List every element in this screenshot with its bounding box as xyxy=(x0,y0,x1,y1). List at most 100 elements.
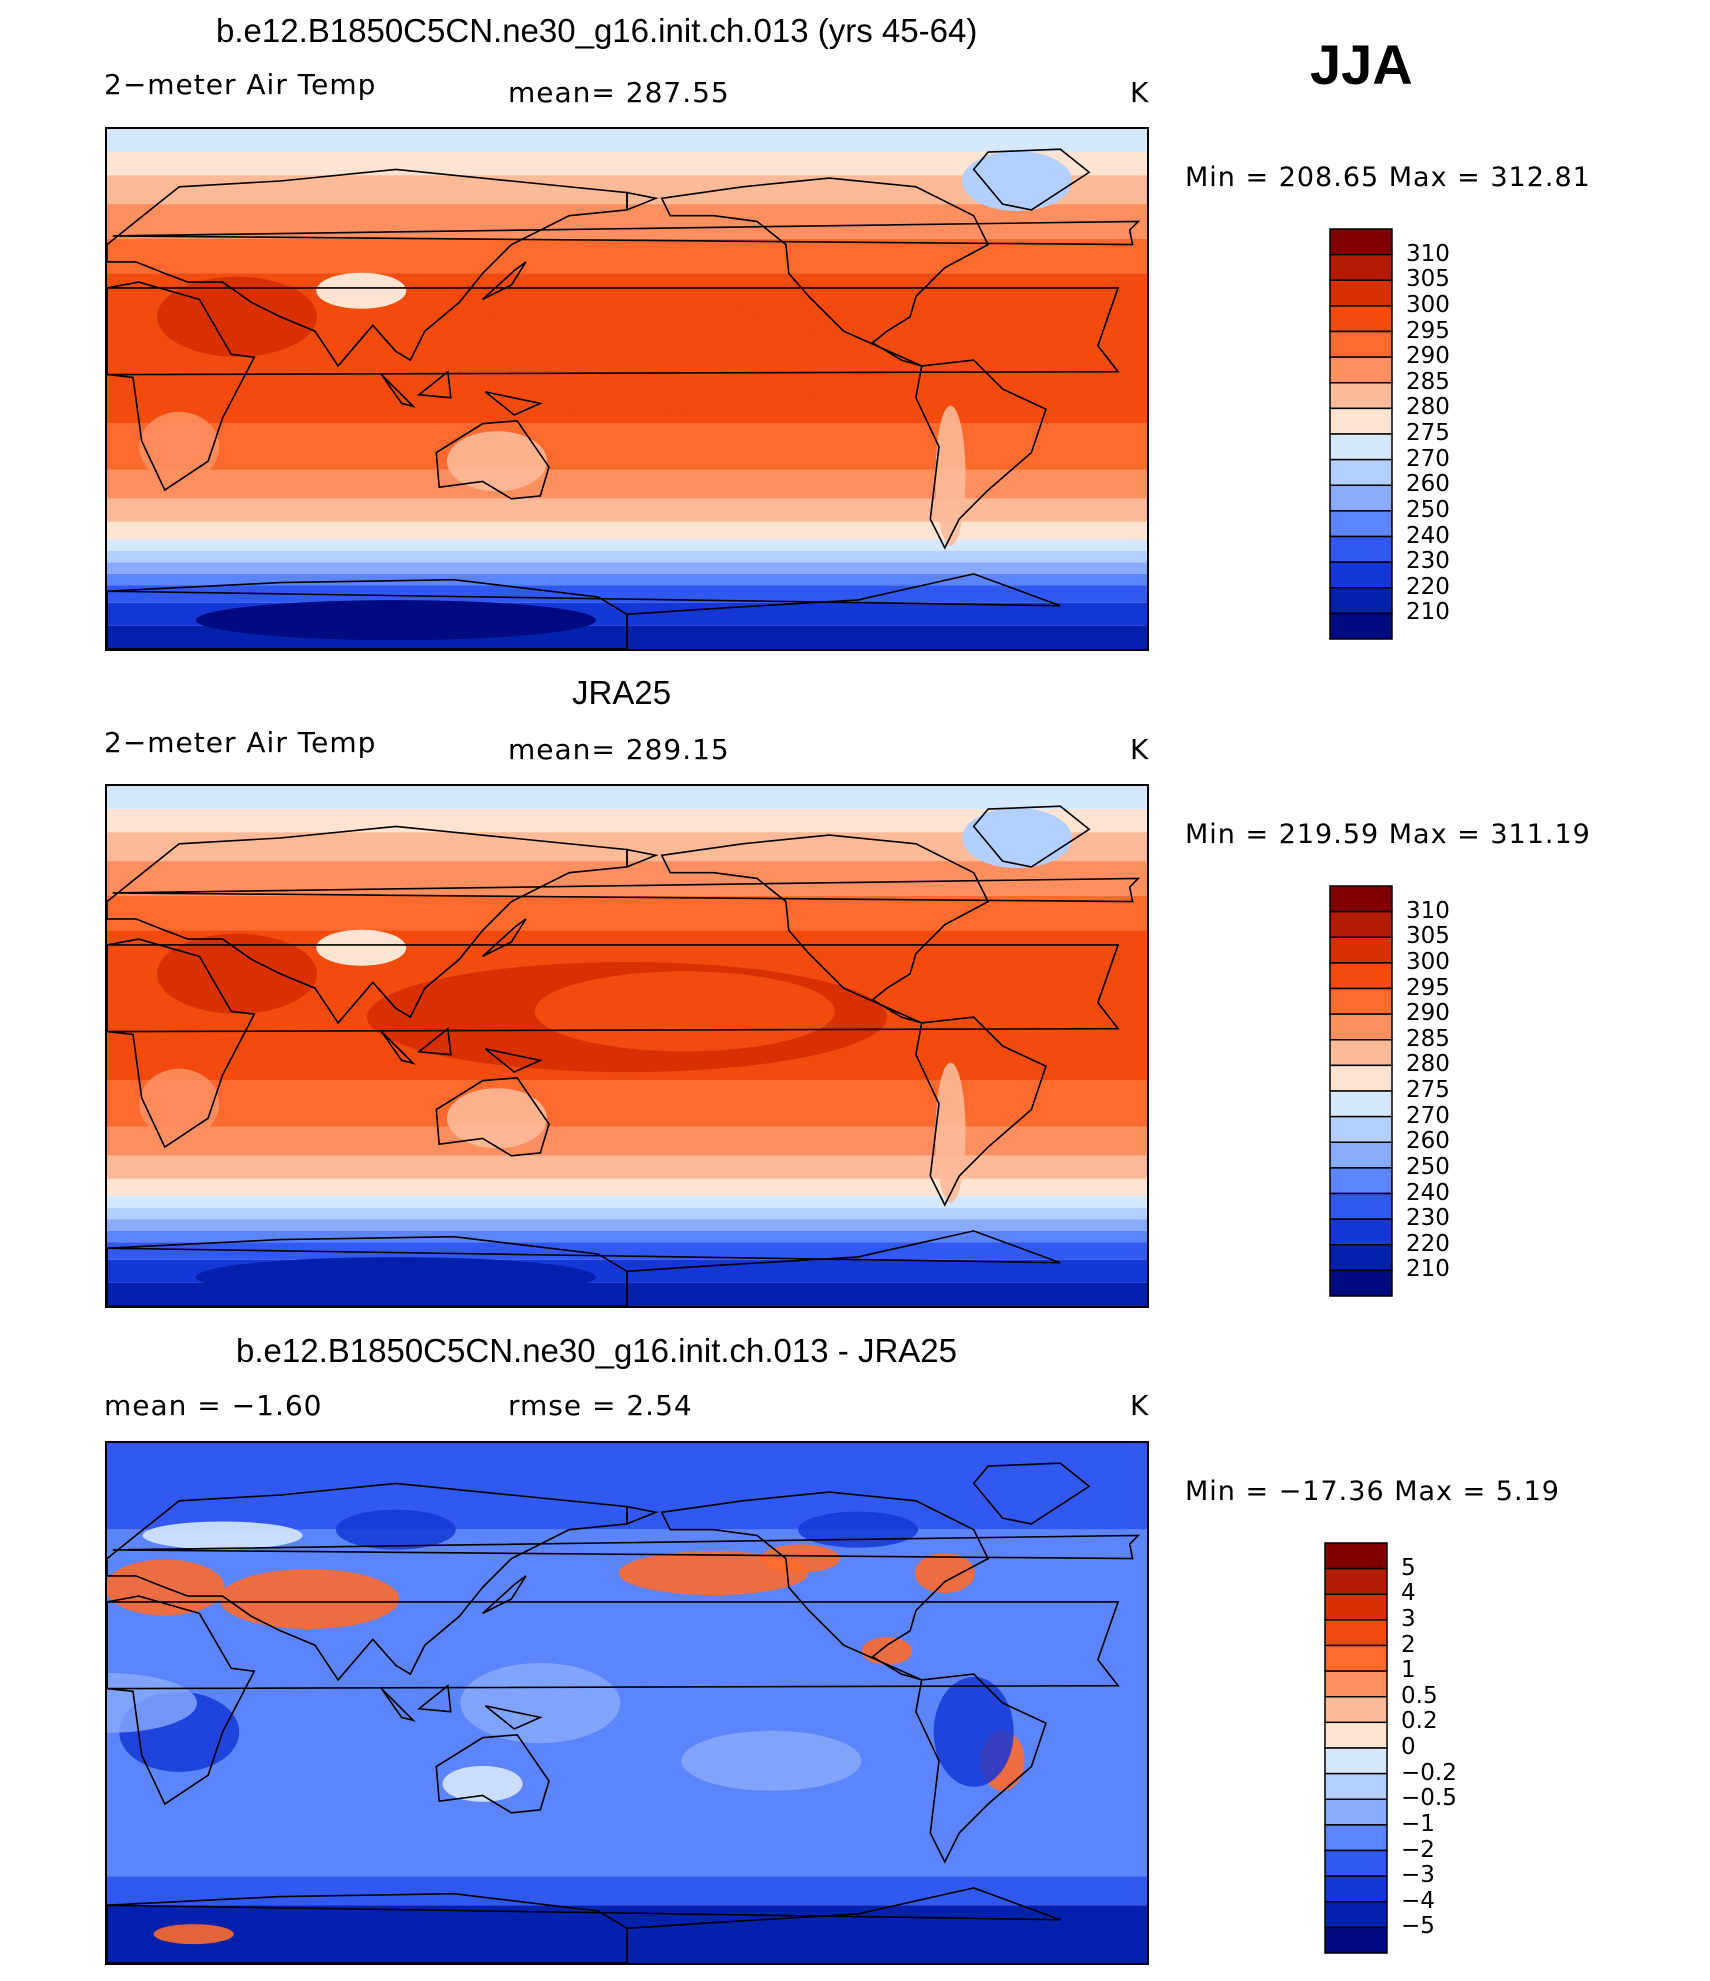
colorbar-swatch xyxy=(1324,1696,1388,1724)
field-anomaly xyxy=(534,314,835,395)
panel-2-variable-label: 2−meter Air Temp xyxy=(104,726,377,759)
colorbar-tick-label: 295 xyxy=(1406,317,1450,344)
temperature-band xyxy=(107,539,1147,551)
coastline xyxy=(626,848,659,869)
colorbar-swatch xyxy=(1329,1269,1393,1297)
colorbar-swatch xyxy=(1324,1542,1388,1570)
field-anomaly xyxy=(681,1730,862,1791)
coastline xyxy=(626,191,659,212)
colorbar-tick-label: 280 xyxy=(1406,1051,1450,1078)
colorbar-swatch xyxy=(1329,587,1393,615)
field-anomaly xyxy=(447,1088,547,1149)
field-anomaly xyxy=(157,276,317,357)
panel-2-title: JRA25 xyxy=(572,674,672,711)
colorbar-swatch xyxy=(1324,1644,1388,1672)
colorbar-tick-label: 250 xyxy=(1406,496,1450,523)
panel-3-minmax: Min = −17.36 Max = 5.19 xyxy=(1185,1476,1560,1507)
colorbar-tick-label: 305 xyxy=(1406,923,1450,950)
colorbar-swatch xyxy=(1324,1670,1388,1698)
colorbar-swatch xyxy=(1329,1244,1393,1272)
temperature-band xyxy=(107,585,1147,603)
colorbar-tick-label: 4 xyxy=(1401,1580,1416,1607)
colorbar-swatch xyxy=(1324,1875,1388,1903)
temperature-band xyxy=(107,550,1147,563)
temperature-band xyxy=(107,786,1147,810)
colorbar-swatch xyxy=(1329,484,1393,512)
field-anomaly xyxy=(447,431,547,492)
temperature-band xyxy=(107,1196,1147,1208)
temperature-band xyxy=(107,129,1147,153)
colorbar-swatch xyxy=(1324,1721,1388,1749)
colorbar-tick-label: −2 xyxy=(1401,1836,1435,1863)
colorbar-tick-label: 260 xyxy=(1406,1128,1450,1155)
field-anomaly xyxy=(316,272,407,309)
field-anomaly xyxy=(219,1569,400,1629)
coastline xyxy=(380,374,416,408)
colorbar-tick-label: 2 xyxy=(1401,1631,1416,1658)
field-anomaly xyxy=(442,1765,523,1802)
temperature-band xyxy=(107,1242,1147,1260)
colorbar-swatch xyxy=(1324,1593,1388,1621)
colorbar-tick-label: 240 xyxy=(1406,1179,1450,1206)
colorbar-tick-label: 310 xyxy=(1406,240,1450,267)
temperature-band xyxy=(107,469,1147,499)
temperature-band xyxy=(107,1207,1147,1220)
field-anomaly xyxy=(914,1553,975,1593)
colorbar-swatch xyxy=(1329,330,1393,358)
panel-1-colorbar: 310 305 300 295 290 285 280 275 270 260 250 240 230 2… xyxy=(1329,228,1450,640)
colorbar-tick-label: 210 xyxy=(1406,599,1450,626)
panel-2-map xyxy=(105,784,1149,1308)
coastline xyxy=(484,1048,543,1073)
coastline xyxy=(660,177,990,367)
coastline xyxy=(915,359,1047,550)
colorbar-tick-label: 1 xyxy=(1401,1657,1416,1684)
coastline xyxy=(112,877,1141,903)
coastline xyxy=(107,1595,256,1806)
coastline xyxy=(107,1482,628,1682)
field-anomaly xyxy=(153,1924,234,1945)
coastline xyxy=(972,148,1091,211)
coastline xyxy=(107,1892,628,1963)
colorbar-tick-label: 310 xyxy=(1406,897,1450,924)
field-anomaly xyxy=(316,929,407,966)
coastline xyxy=(482,918,527,958)
colorbar-swatch xyxy=(1329,279,1393,307)
colorbar-tick-label: −3 xyxy=(1401,1862,1435,1889)
field-anomaly xyxy=(534,971,835,1052)
colorbar-swatch xyxy=(1329,962,1393,990)
coastline xyxy=(107,287,1120,376)
colorbar-swatch xyxy=(1324,1926,1388,1954)
colorbar-swatch xyxy=(1329,433,1393,461)
panel-3-rmse-label: rmse = 2.54 xyxy=(508,1389,693,1422)
coastline xyxy=(915,1016,1047,1207)
colorbar-tick-label: 250 xyxy=(1406,1153,1450,1180)
colorbar-swatch xyxy=(1329,253,1393,281)
temperature-band xyxy=(107,423,1147,470)
colorbar-tick-label: 220 xyxy=(1406,573,1450,600)
temperature-band xyxy=(107,1178,1147,1197)
field-anomaly xyxy=(618,1551,809,1595)
temperature-band xyxy=(107,152,1147,176)
coastline xyxy=(660,1491,990,1681)
field-anomaly xyxy=(460,1663,621,1743)
temperature-band xyxy=(107,1876,1147,1906)
season-label: JJA xyxy=(1310,33,1413,96)
field-anomaly xyxy=(139,1068,220,1139)
temperature-band xyxy=(107,238,1147,274)
colorbar-tick-label: 300 xyxy=(1406,948,1450,975)
coastline xyxy=(915,1673,1047,1864)
colorbar-tick-label: 270 xyxy=(1406,1102,1450,1129)
temperature-band xyxy=(107,498,1147,522)
colorbar-swatch xyxy=(1329,535,1393,563)
coastline xyxy=(482,1575,527,1615)
colorbar-swatch xyxy=(1329,458,1393,486)
panel-2-minmax: Min = 219.59 Max = 311.19 xyxy=(1185,819,1591,850)
panel-1-units-label: K xyxy=(1130,76,1150,109)
colorbar-swatch xyxy=(1329,305,1393,333)
field-anomaly xyxy=(195,1257,596,1298)
colorbar-tick-label: −1 xyxy=(1401,1810,1435,1837)
coastline xyxy=(416,370,452,399)
colorbar-swatch xyxy=(1329,1064,1393,1092)
coastline xyxy=(380,1031,416,1065)
colorbar-swatch xyxy=(1324,1567,1388,1595)
